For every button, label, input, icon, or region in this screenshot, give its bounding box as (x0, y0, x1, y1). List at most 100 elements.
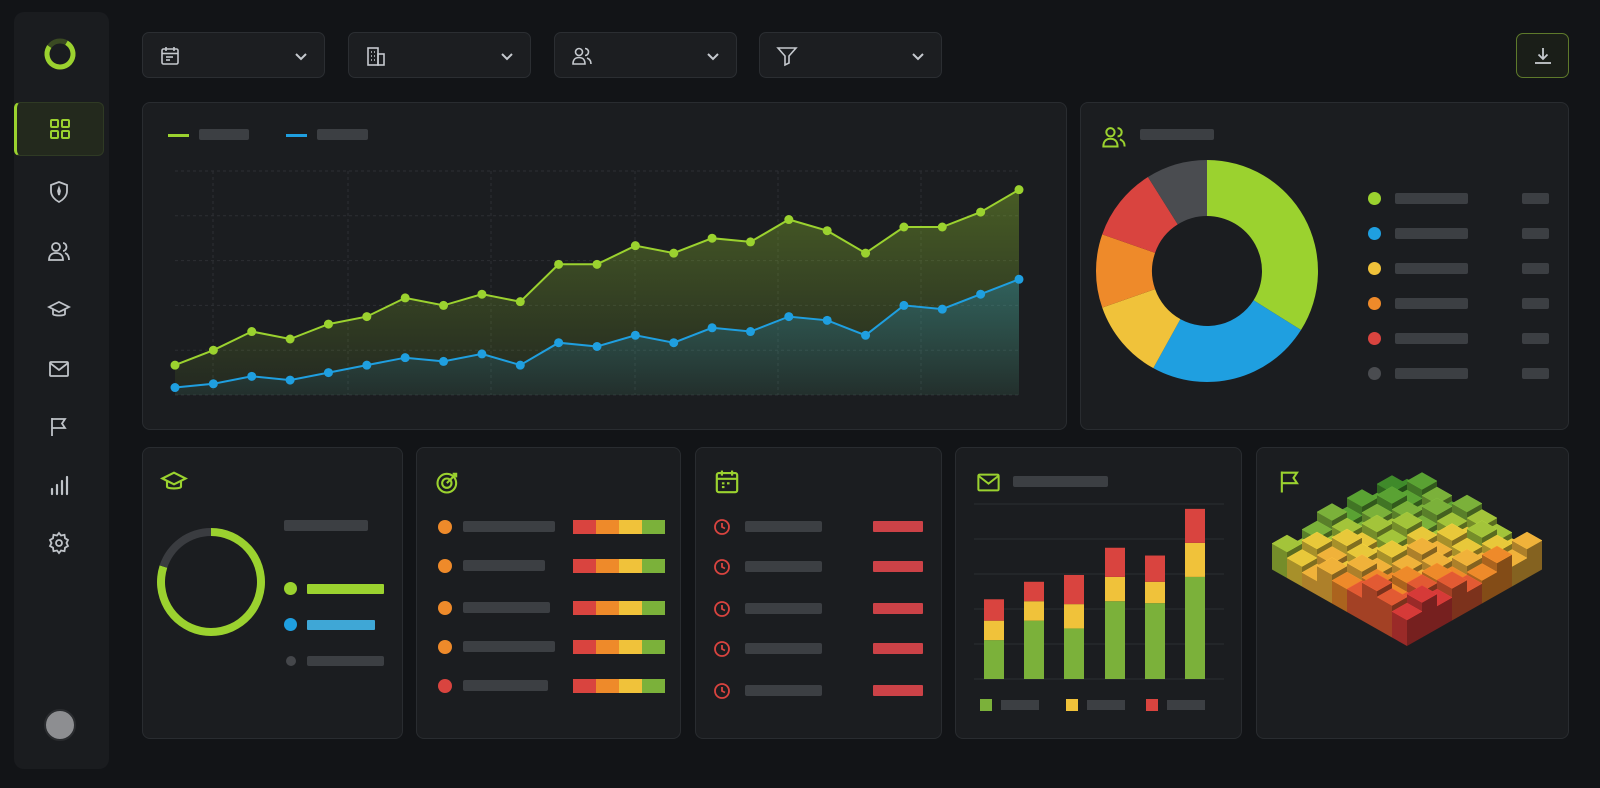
legend-label-placeholder (1087, 700, 1125, 710)
legend-bar (307, 584, 384, 594)
data-point (285, 375, 295, 385)
legend-dot (1368, 367, 1381, 380)
legend-dot (1368, 227, 1381, 240)
legend-value-placeholder (1522, 263, 1549, 274)
heatmap-block (1391, 602, 1423, 646)
legend-label-placeholder (1395, 193, 1468, 204)
nav-training[interactable] (14, 283, 104, 337)
bar-segment (984, 640, 1004, 679)
ring-segment (159, 528, 211, 568)
nav-analytics[interactable] (14, 459, 104, 513)
data-point (937, 304, 947, 314)
legend-value-placeholder (1522, 193, 1549, 204)
donut-slice (1153, 300, 1301, 382)
bar-segment (1024, 581, 1044, 602)
risk-scale-segment (619, 559, 642, 573)
data-point (592, 341, 602, 351)
legend-bar (307, 656, 384, 666)
bar-segment (1105, 601, 1125, 679)
data-point (1014, 274, 1024, 284)
row-label-placeholder (463, 680, 548, 691)
risk-scale-segment (573, 679, 596, 693)
legend-label-placeholder (1395, 263, 1468, 274)
due-status-bar (873, 521, 923, 532)
data-point (976, 289, 986, 299)
nav-users[interactable] (14, 224, 104, 278)
download-button[interactable] (1516, 33, 1569, 78)
risk-scale-segment (573, 601, 596, 615)
chevron-down-icon (707, 53, 719, 61)
row-label-placeholder (463, 521, 555, 532)
legend-label-placeholder (1395, 298, 1468, 309)
dashboard-grid-icon (50, 119, 70, 139)
risk-scale-segment (596, 640, 619, 654)
row-label-placeholder (463, 560, 545, 571)
legend-value-placeholder (1522, 333, 1549, 344)
data-point (247, 327, 257, 337)
due-status-bar (873, 561, 923, 572)
data-point (439, 300, 449, 310)
series-area (175, 279, 1019, 395)
flag-icon (51, 418, 67, 436)
data-point (745, 327, 755, 337)
bar-segment (1024, 601, 1044, 621)
bar-segment (1064, 628, 1084, 679)
data-point (784, 215, 794, 225)
user-group-filter-dropdown[interactable] (554, 32, 737, 78)
donut-slice (1147, 160, 1207, 225)
nav-security[interactable] (14, 165, 104, 219)
legend-swatch (980, 699, 992, 711)
settings-gear-icon (48, 531, 70, 555)
data-point (669, 248, 679, 258)
risk-scale-segment (619, 679, 642, 693)
legend-swatch (1066, 699, 1078, 711)
clock-icon (714, 519, 730, 535)
data-point (208, 345, 218, 355)
bar-segment (1024, 620, 1044, 679)
calendar-icon (161, 47, 179, 65)
clock-icon (714, 601, 730, 617)
status-dot (438, 679, 452, 693)
email-campaign-card (955, 447, 1242, 739)
data-point (976, 207, 986, 217)
data-point (515, 360, 525, 370)
data-point (477, 289, 487, 299)
data-point (515, 297, 525, 307)
building-icon (367, 47, 385, 66)
target-icon (436, 472, 458, 494)
nav-dashboard[interactable] (14, 102, 104, 156)
ring-logo[interactable] (43, 37, 77, 71)
risk-scale-segment (619, 520, 642, 534)
legend-label-placeholder (1167, 700, 1205, 710)
sidebar (14, 12, 109, 769)
bar-segment (984, 620, 1004, 641)
risk-scale-segment (596, 601, 619, 615)
bar-segment (984, 599, 1004, 621)
download-icon (1534, 47, 1551, 64)
data-point (170, 383, 180, 393)
department-filter-dropdown[interactable] (348, 32, 531, 78)
flag-icon (1280, 471, 1299, 493)
nav-settings[interactable] (14, 516, 104, 570)
data-point (669, 338, 679, 348)
data-point (439, 356, 449, 366)
data-point (285, 334, 295, 344)
donut-slice (1207, 160, 1318, 331)
legend-swatch-series-1 (168, 134, 189, 137)
date-filter-dropdown[interactable] (142, 32, 325, 78)
filter-dropdown[interactable] (759, 32, 942, 78)
data-point (899, 300, 909, 310)
legend-dot (286, 656, 296, 666)
status-dot (438, 601, 452, 615)
legend-bar (307, 620, 375, 630)
nav-mail[interactable] (14, 342, 104, 396)
bar-segment (1064, 574, 1084, 605)
avatar[interactable] (44, 709, 76, 741)
legend-label-placeholder (1395, 368, 1468, 379)
schedule-card (695, 447, 942, 739)
row-label-placeholder (745, 521, 822, 532)
bar-segment (1145, 555, 1165, 582)
row-label-placeholder (463, 641, 555, 652)
nav-reports[interactable] (14, 400, 104, 454)
area-chart (170, 170, 1024, 396)
